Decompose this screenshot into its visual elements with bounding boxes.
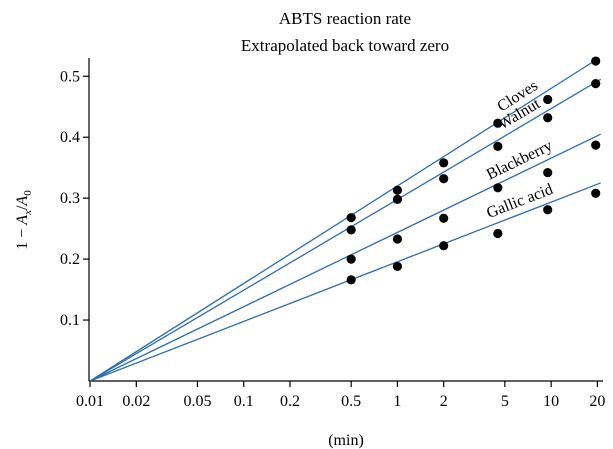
y-tick-label: 0.4 <box>60 129 80 146</box>
x-tick-label: 0.02 <box>122 393 150 410</box>
x-tick-label: 5 <box>501 393 509 410</box>
data-point <box>346 275 356 285</box>
data-point <box>439 158 449 168</box>
fit-line-gallic-acid <box>89 182 601 382</box>
data-point <box>591 56 601 66</box>
x-axis-label: (min) <box>328 432 364 449</box>
y-label-part-5: A <box>14 196 31 207</box>
x-tick-label: 0.01 <box>76 393 104 410</box>
x-tick-label: 0.05 <box>183 393 211 410</box>
y-label-part-1: 1 − <box>14 225 31 250</box>
data-point <box>591 78 601 89</box>
fit-line-walnut <box>89 78 601 382</box>
data-point <box>439 213 449 223</box>
data-point <box>591 140 601 150</box>
data-point <box>543 205 553 215</box>
data-markers <box>346 56 601 285</box>
chart-subtitle: Extrapolated back toward zero <box>241 36 449 55</box>
data-point <box>493 118 503 128</box>
y-label-part-4: / <box>14 205 31 210</box>
data-point <box>346 225 356 235</box>
data-point <box>346 254 356 264</box>
x-axis-ticks: 0.01 0.02 0.05 0.1 0.2 0.5 1 2 5 10 20 <box>76 381 605 410</box>
fit-lines <box>89 57 601 382</box>
data-point <box>543 94 553 105</box>
x-tick-label: 2 <box>440 393 448 410</box>
y-tick-label: 0.1 <box>60 312 80 329</box>
chart-title: ABTS reaction rate <box>279 9 411 28</box>
data-point <box>392 185 403 195</box>
data-point <box>591 188 601 198</box>
data-point <box>392 234 403 244</box>
y-label-part-2: A <box>14 215 31 226</box>
data-point <box>392 194 403 204</box>
x-tick-label: 0.2 <box>280 393 300 410</box>
data-point <box>493 141 503 151</box>
y-tick-label: 0.2 <box>60 251 80 268</box>
y-label-part-6: 0 <box>22 190 34 196</box>
x-tick-label: 10 <box>543 393 559 410</box>
data-point <box>439 174 449 184</box>
data-point <box>346 213 356 223</box>
data-point <box>392 261 403 272</box>
fit-line-blackberry <box>89 133 601 382</box>
data-point <box>543 113 553 123</box>
data-point <box>493 183 503 193</box>
y-axis-label: 1 − Ax/A0 <box>14 190 34 250</box>
fit-line-cloves <box>89 57 600 382</box>
data-point <box>439 241 449 251</box>
y-tick-label: 0.3 <box>60 190 80 207</box>
y-axis-ticks: 0.1 0.2 0.3 0.4 0.5 <box>60 68 89 329</box>
y-tick-label: 0.5 <box>60 68 80 85</box>
data-point <box>543 167 553 178</box>
x-tick-label: 0.5 <box>341 393 361 410</box>
x-tick-label: 0.1 <box>234 393 254 410</box>
x-tick-label: 20 <box>589 393 605 410</box>
x-tick-label: 1 <box>393 393 401 410</box>
y-label-part-3: x <box>22 210 34 216</box>
data-point <box>493 228 503 239</box>
